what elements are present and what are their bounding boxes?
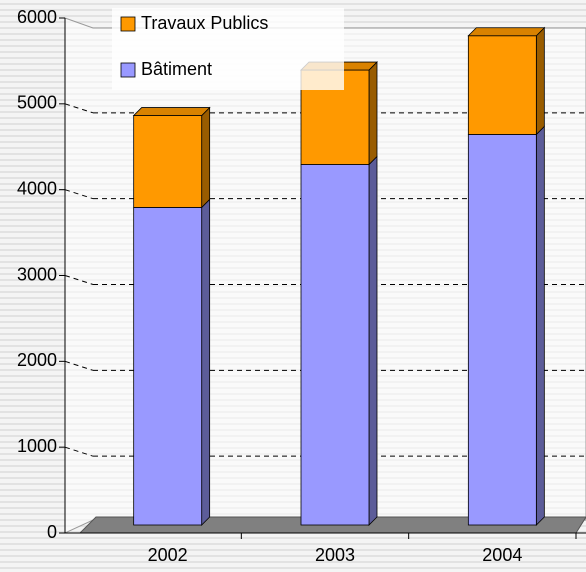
y-tick-label: 6000 [17,7,57,27]
bar [133,207,203,526]
legend-swatch [120,16,136,32]
bar-top [467,27,546,37]
legend-swatch [120,62,136,78]
grid-line-side [64,275,94,285]
y-tick-label: 2000 [17,350,57,370]
legend-label: Bâtiment [141,59,212,79]
legend-label: Travaux Publics [141,13,268,33]
legend: Travaux Publics Bâtiment [112,8,344,90]
x-tick-label: 2003 [315,545,355,565]
bar [467,35,537,135]
bar [300,164,370,526]
y-tick-label: 1000 [17,436,57,456]
bar-side [535,26,545,136]
x-tick-label: 2004 [482,545,522,565]
bar [133,115,203,208]
bar-side [201,106,211,209]
x-tick-label: 2002 [148,545,188,565]
legend-box [112,8,344,90]
grid-line-side [64,189,94,200]
bar [467,134,537,526]
bar-side [535,125,545,526]
y-tick-label: 4000 [17,178,57,198]
y-tick-label: 0 [47,522,57,542]
y-tick-label: 5000 [17,93,57,113]
bar-top [132,107,211,116]
grid-line-side [64,360,94,371]
grid-line-side [64,103,94,114]
bar-side [368,155,378,526]
bar-side [368,61,378,166]
y-tick-label: 3000 [17,264,57,284]
grid-line-side [64,446,94,457]
bar-side [201,198,211,526]
